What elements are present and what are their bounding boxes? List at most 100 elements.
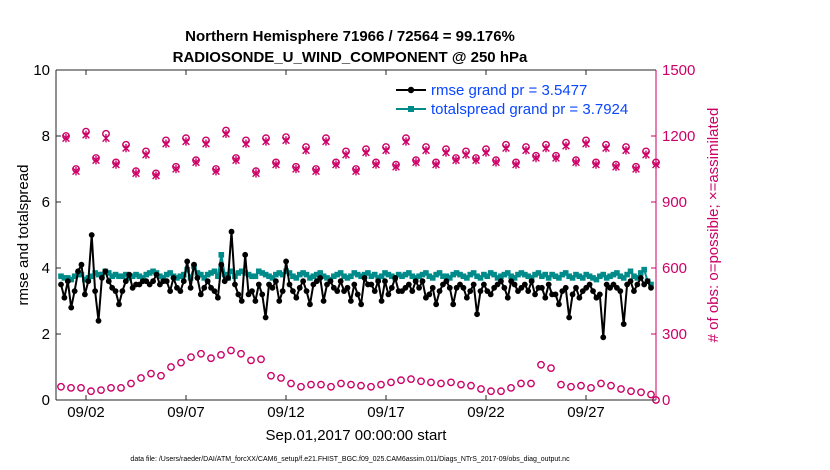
obs-assimilated-point (482, 148, 490, 157)
totalspread-point (600, 271, 607, 278)
obs-possible-point (197, 349, 205, 358)
totalspread-point (95, 271, 102, 278)
totalspread-point (215, 273, 221, 280)
totalspread-point (556, 275, 562, 281)
rmse-point (556, 301, 562, 308)
totalspread-point (562, 270, 569, 276)
obs-assimilated-point (192, 158, 200, 167)
rmse-point (126, 271, 133, 278)
totalspread-point (573, 271, 579, 278)
rmse-point (290, 288, 296, 294)
rmse-point (450, 301, 457, 308)
totalspread-point (256, 268, 262, 275)
totalspread-point (296, 271, 303, 278)
rmse-point (498, 278, 504, 285)
totalspread-point (634, 275, 641, 281)
rmse-point (150, 278, 156, 285)
obs-assimilated-point (232, 156, 240, 165)
rmse-point (283, 258, 289, 265)
rmse-point (64, 278, 71, 285)
obs-possible-point (147, 369, 155, 378)
rmse-point (116, 301, 122, 308)
totalspread-point (460, 273, 467, 280)
rmse-point (303, 288, 310, 294)
totalspread-point (470, 270, 477, 276)
rmse-point (634, 281, 641, 288)
rmse-point (191, 261, 197, 268)
obs-possible-point (137, 374, 145, 382)
rmse-point (194, 275, 201, 281)
obs-assimilated-point (462, 150, 470, 159)
obs-possible-point (57, 382, 65, 391)
totalspread-point (341, 273, 347, 280)
totalspread-point (273, 271, 279, 278)
rmse-point (463, 294, 470, 301)
totalspread-point (426, 273, 433, 280)
obs-assimilated-point (62, 134, 70, 143)
rmse-point (521, 281, 528, 288)
totalspread-point (371, 271, 378, 278)
totalspread-point (409, 273, 416, 280)
y-tick-label: 10 (33, 62, 50, 79)
totalspread-point (174, 275, 180, 281)
rmse-point (71, 288, 78, 294)
totalspread-point (539, 273, 545, 280)
obs-assimilated-point (502, 143, 510, 153)
totalspread-point (61, 275, 68, 281)
totalspread-point (201, 275, 208, 281)
totalspread-point (433, 271, 439, 278)
rmse-point (201, 284, 208, 291)
obs-possible-point (217, 350, 225, 359)
rmse-point (197, 291, 204, 298)
obs-assimilated-point (522, 146, 530, 155)
rmse-point (177, 288, 184, 294)
obs-assimilated-point (342, 150, 350, 159)
y-right-tick-label: 600 (662, 260, 687, 277)
obs-possible-point (187, 353, 195, 361)
y-tick-label: 6 (42, 194, 50, 211)
totalspread-point (494, 275, 501, 281)
totalspread-point (228, 268, 235, 275)
rmse-point (351, 281, 358, 288)
totalspread-point (146, 270, 153, 276)
totalspread-point (477, 275, 484, 281)
obs-assimilated-point (372, 160, 380, 169)
obs-possible-point (167, 363, 175, 371)
totalspread-point (450, 271, 456, 278)
rmse-point (235, 291, 242, 298)
rmse-point (620, 321, 627, 327)
rmse-point (378, 298, 385, 304)
y-axis-right-label: # of obs: o=possible; ×=assimilated (705, 108, 722, 343)
rmse-point (477, 288, 484, 294)
totalspread-point (522, 271, 528, 278)
totalspread-point (559, 271, 566, 278)
totalspread-point (303, 271, 310, 278)
totalspread-point (310, 273, 317, 280)
totalspread-point (198, 271, 204, 278)
obs-possible-point (297, 382, 305, 391)
obs-assimilated-point (182, 137, 190, 146)
obs-assimilated-point (532, 153, 540, 163)
totalspread-point (385, 271, 392, 278)
rmse-point (61, 294, 68, 301)
totalspread-point (249, 273, 255, 280)
rmse-point (511, 281, 518, 288)
obs-assimilated-point (622, 146, 630, 155)
totalspread-point (259, 270, 266, 276)
rmse-point (95, 317, 102, 324)
totalspread-point (358, 273, 364, 280)
obs-possible-point (477, 385, 485, 393)
chart-title: Northern Hemisphere 71966 / 72564 = 99.1… (185, 28, 515, 45)
obs-assimilated-point (312, 167, 320, 176)
totalspread-point (266, 273, 272, 280)
obs-assimilated-point (512, 160, 520, 169)
obs-possible-point (157, 371, 165, 380)
obs-possible-point (207, 354, 215, 363)
totalspread-point (313, 271, 320, 278)
totalspread-point (429, 275, 436, 281)
totalspread-point (242, 270, 248, 276)
totalspread-point (402, 271, 409, 278)
totalspread-point (122, 271, 129, 278)
rmse-point (525, 288, 532, 294)
rmse-point (334, 288, 341, 294)
